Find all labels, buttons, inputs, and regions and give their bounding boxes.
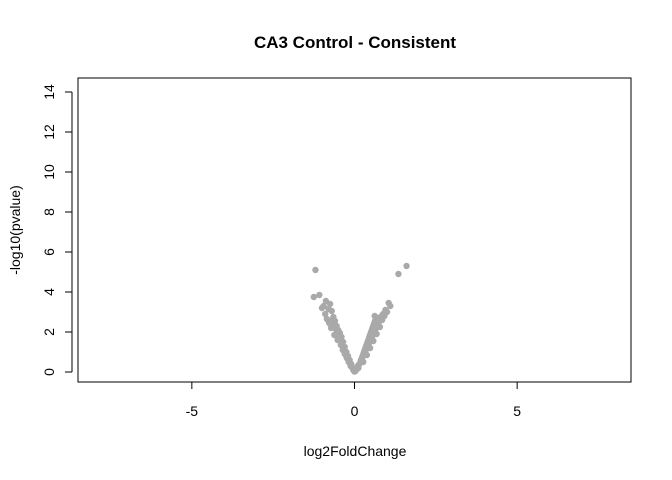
x-axis: -5 0 5 <box>186 382 522 419</box>
y-tick-label: 14 <box>41 84 57 100</box>
x-tick-label: -5 <box>186 403 199 419</box>
plot-frame <box>78 78 631 382</box>
y-tick-label: 4 <box>41 288 57 296</box>
x-tick-label: 0 <box>351 403 359 419</box>
y-tick-label: 2 <box>41 328 57 336</box>
data-point <box>395 271 401 277</box>
chart-title: CA3 Control - Consistent <box>254 33 456 52</box>
y-axis-label: -log10(pvalue) <box>7 185 23 275</box>
data-point <box>371 313 377 319</box>
y-tick-label: 12 <box>41 124 57 140</box>
data-point <box>312 267 318 273</box>
x-axis-label: log2FoldChange <box>304 443 407 459</box>
y-tick-label: 8 <box>41 208 57 216</box>
y-tick-label: 6 <box>41 248 57 256</box>
data-point <box>403 263 409 269</box>
data-point <box>352 368 358 374</box>
y-tick-label: 0 <box>41 368 57 376</box>
data-point <box>311 294 317 300</box>
y-tick-label: 10 <box>41 164 57 180</box>
data-point <box>319 305 325 311</box>
data-point <box>316 292 322 298</box>
data-point <box>328 325 334 331</box>
y-axis: 0 2 4 6 8 10 12 14 <box>41 84 72 376</box>
data-points <box>311 263 410 375</box>
data-point <box>329 308 335 314</box>
x-tick-label: 5 <box>513 403 521 419</box>
